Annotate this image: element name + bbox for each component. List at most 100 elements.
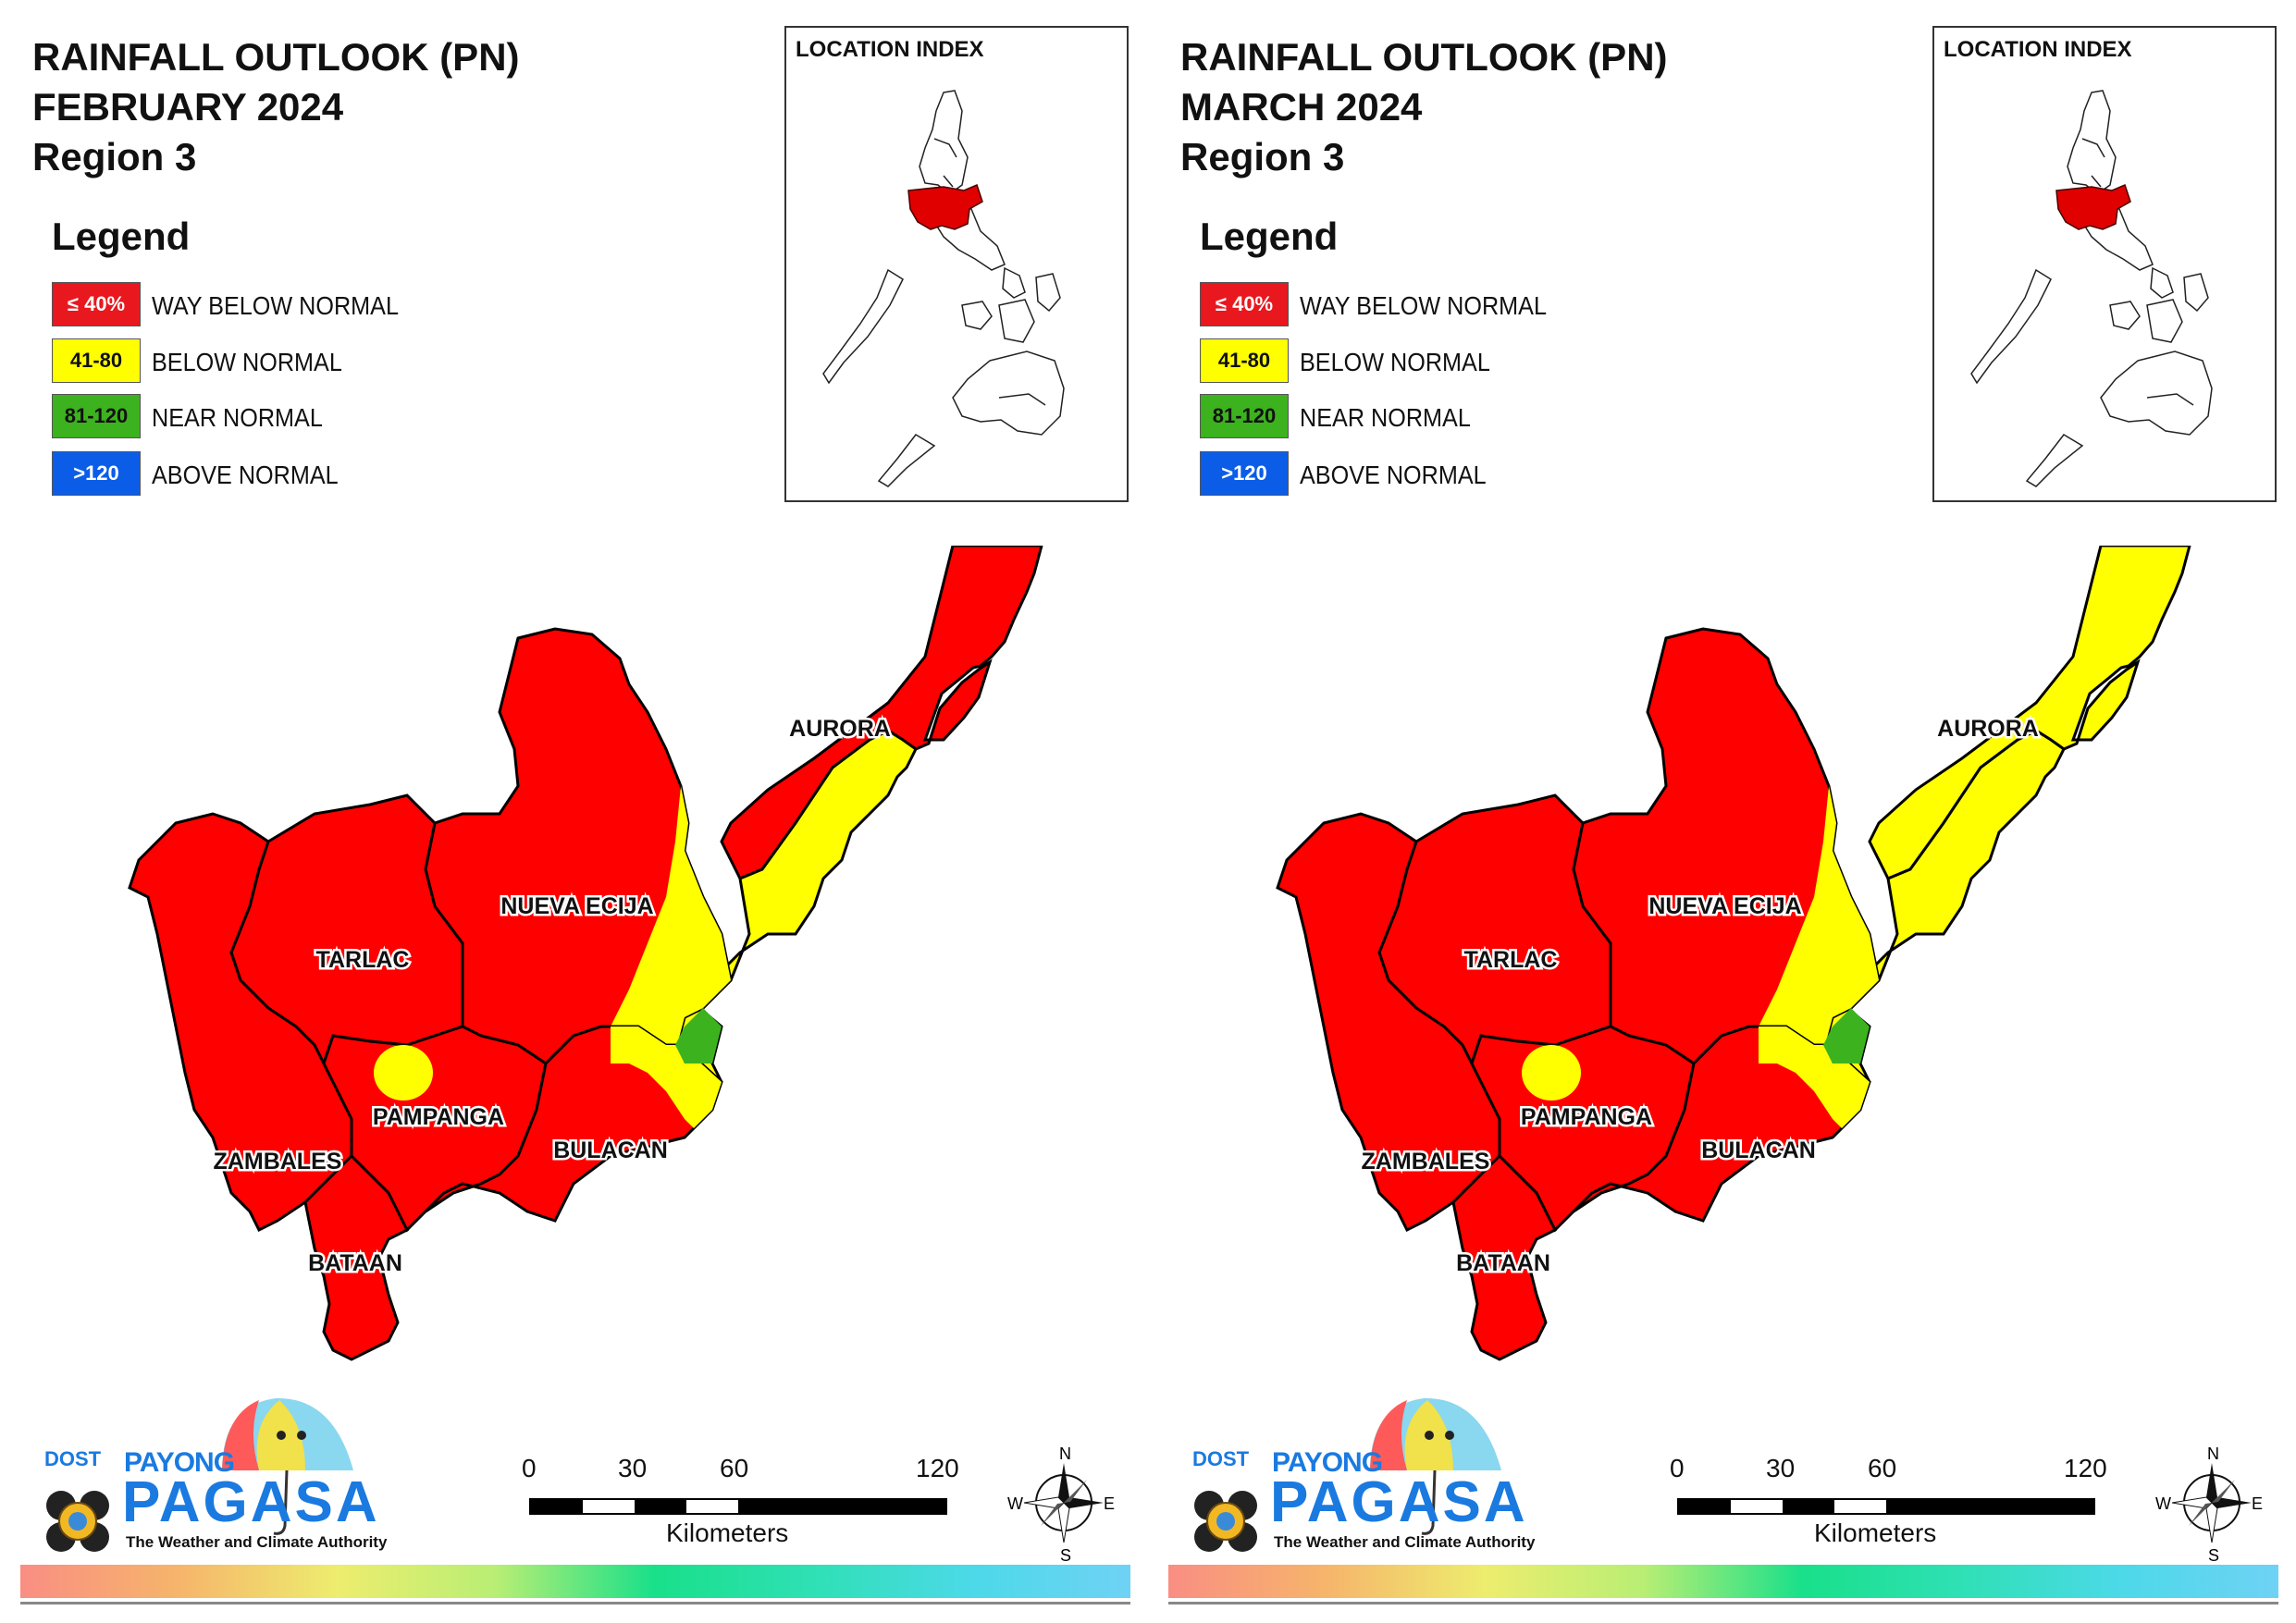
legend-title: Legend xyxy=(1200,215,1339,258)
legend-swatch: 41-80 xyxy=(52,338,141,383)
label-zambales: ZAMBALES xyxy=(214,1149,342,1174)
scale-bar-graphic xyxy=(1677,1498,2095,1515)
pampanga-spot xyxy=(1522,1045,1581,1100)
bulacan-aurora-border-spot xyxy=(675,1008,722,1064)
title-line-3: Region 3 xyxy=(1180,135,1345,178)
nueva-ecija-east-strip xyxy=(611,786,731,1045)
title-line-1: RAINFALL OUTLOOK (PN) xyxy=(1180,35,1668,79)
location-index-label: LOCATION INDEX xyxy=(1944,37,2132,62)
compass-e: E xyxy=(1104,1494,1116,1513)
scale-tick: 30 xyxy=(618,1454,648,1482)
legend-swatch: >120 xyxy=(1200,451,1289,496)
compass-w: W xyxy=(1007,1494,1023,1513)
nueva-ecija-east-strip xyxy=(1759,786,1879,1045)
scale-tick: 120 xyxy=(2064,1454,2107,1482)
label-zambales: ZAMBALES xyxy=(1362,1149,1490,1174)
philippines-outline xyxy=(1970,90,2213,487)
logo-dost: DOST xyxy=(1192,1447,1250,1470)
region-3-highlight xyxy=(2055,183,2131,230)
location-index-map: LOCATION INDEX xyxy=(1932,26,2277,502)
compass-s: S xyxy=(1060,1546,1072,1565)
label-nueva-ecija: NUEVA ECIJA xyxy=(1648,893,1801,919)
logo-payong: PAYONG xyxy=(1272,1447,1383,1478)
compass-s: S xyxy=(2208,1546,2220,1565)
region-3-map: AURORA NUEVA ECIJA TARLAC PAMPANGA ZAMBA… xyxy=(128,546,1043,1361)
scale-bar: 0 30 60 120 Kilometers xyxy=(518,1454,981,1555)
compass-icon xyxy=(2171,1463,2252,1543)
legend-label: WAY BELOW NORMAL xyxy=(152,291,399,320)
bataan-area xyxy=(1451,1153,1558,1361)
label-bulacan: BULACAN xyxy=(553,1137,668,1163)
label-pampanga: PAMPANGA xyxy=(1521,1104,1652,1130)
legend-label: ABOVE NORMAL xyxy=(1300,461,1487,489)
region-3-highlight xyxy=(907,183,983,230)
compass-n: N xyxy=(2207,1445,2219,1463)
logo-graphic xyxy=(1194,1397,1501,1552)
map-title: RAINFALL OUTLOOK (PN) FEBRUARY 2024 Regi… xyxy=(32,32,520,182)
north-arrow-compass: N S E W xyxy=(2155,1443,2263,1565)
title-line-2: MARCH 2024 xyxy=(1180,85,1423,129)
logo-tagline: The Weather and Climate Authority xyxy=(126,1533,388,1551)
region-3-map: AURORA NUEVA ECIJA TARLAC PAMPANGA ZAMBA… xyxy=(1276,546,2191,1361)
label-aurora: AURORA xyxy=(789,716,891,742)
scale-tick: 30 xyxy=(1766,1454,1796,1482)
legend-title: Legend xyxy=(52,215,191,258)
logo-graphic xyxy=(46,1397,353,1552)
bulacan-east-area xyxy=(1759,1027,1870,1128)
compass-w: W xyxy=(2155,1494,2171,1513)
scale-bar: 0 30 60 120 Kilometers xyxy=(1666,1454,2129,1555)
legend-swatch: >120 xyxy=(52,451,141,496)
label-nueva-ecija: NUEVA ECIJA xyxy=(500,893,653,919)
legend-swatch: 81-120 xyxy=(1200,394,1289,438)
legend-label: WAY BELOW NORMAL xyxy=(1300,291,1547,320)
legend-swatch: 81-120 xyxy=(52,394,141,438)
legend-swatch: ≤ 40% xyxy=(1200,282,1289,326)
label-bataan: BATAAN xyxy=(1456,1250,1550,1276)
legend-label: NEAR NORMAL xyxy=(1300,403,1471,432)
map-title: RAINFALL OUTLOOK (PN) MARCH 2024 Region … xyxy=(1180,32,1668,182)
location-index-label: LOCATION INDEX xyxy=(796,37,984,62)
logo-payong: PAYONG xyxy=(124,1447,235,1478)
pampanga-spot xyxy=(374,1045,433,1100)
footer-line xyxy=(1168,1602,2278,1605)
logo-dost: DOST xyxy=(44,1447,102,1470)
payong-pagasa-logo: DOST PAYONG PAGASA The Weather and Clima… xyxy=(1176,1387,1546,1563)
dost-emblem xyxy=(1194,1491,1257,1552)
legend-label: ABOVE NORMAL xyxy=(152,461,339,489)
outlook-panel-march: RAINFALL OUTLOOK (PN) MARCH 2024 Region … xyxy=(1148,0,2296,1623)
legend-swatch: ≤ 40% xyxy=(52,282,141,326)
bulacan-aurora-border-spot xyxy=(1823,1008,1870,1064)
bataan-area xyxy=(303,1153,410,1361)
outlook-panel-february: RAINFALL OUTLOOK (PN) FEBRUARY 2024 Regi… xyxy=(20,26,1130,1605)
scale-unit: Kilometers xyxy=(666,1518,789,1547)
logo-tagline: The Weather and Climate Authority xyxy=(1274,1533,1536,1551)
location-index-map: LOCATION INDEX xyxy=(784,26,1129,502)
compass-n: N xyxy=(1059,1445,1071,1463)
legend-label: NEAR NORMAL xyxy=(152,403,323,432)
scale-bar-graphic xyxy=(529,1498,947,1515)
scale-unit: Kilometers xyxy=(1814,1518,1937,1547)
title-line-3: Region 3 xyxy=(32,135,197,178)
logo-pagasa: PAGASA xyxy=(122,1470,380,1534)
legend-swatch: 41-80 xyxy=(1200,338,1289,383)
aurora-north-area xyxy=(720,546,1043,880)
scale-tick: 120 xyxy=(916,1454,959,1482)
label-aurora: AURORA xyxy=(1937,716,2039,742)
dost-emblem xyxy=(46,1491,109,1552)
label-tarlac: TARLAC xyxy=(1464,947,1558,973)
title-line-1: RAINFALL OUTLOOK (PN) xyxy=(32,35,520,79)
footer-gradient-band xyxy=(20,1565,1130,1598)
bulacan-east-area xyxy=(611,1027,722,1128)
label-pampanga: PAMPANGA xyxy=(373,1104,504,1130)
scale-tick: 60 xyxy=(720,1454,749,1482)
scale-tick: 60 xyxy=(1868,1454,1897,1482)
aurora-north-area xyxy=(1868,546,2191,880)
legend-label: BELOW NORMAL xyxy=(152,348,342,376)
footer-line xyxy=(20,1602,1130,1605)
scale-tick: 0 xyxy=(1670,1454,1685,1482)
compass-icon xyxy=(1023,1463,1104,1543)
label-bulacan: BULACAN xyxy=(1701,1137,1816,1163)
philippines-outline xyxy=(822,90,1065,487)
scale-tick: 0 xyxy=(522,1454,537,1482)
label-tarlac: TARLAC xyxy=(316,947,410,973)
